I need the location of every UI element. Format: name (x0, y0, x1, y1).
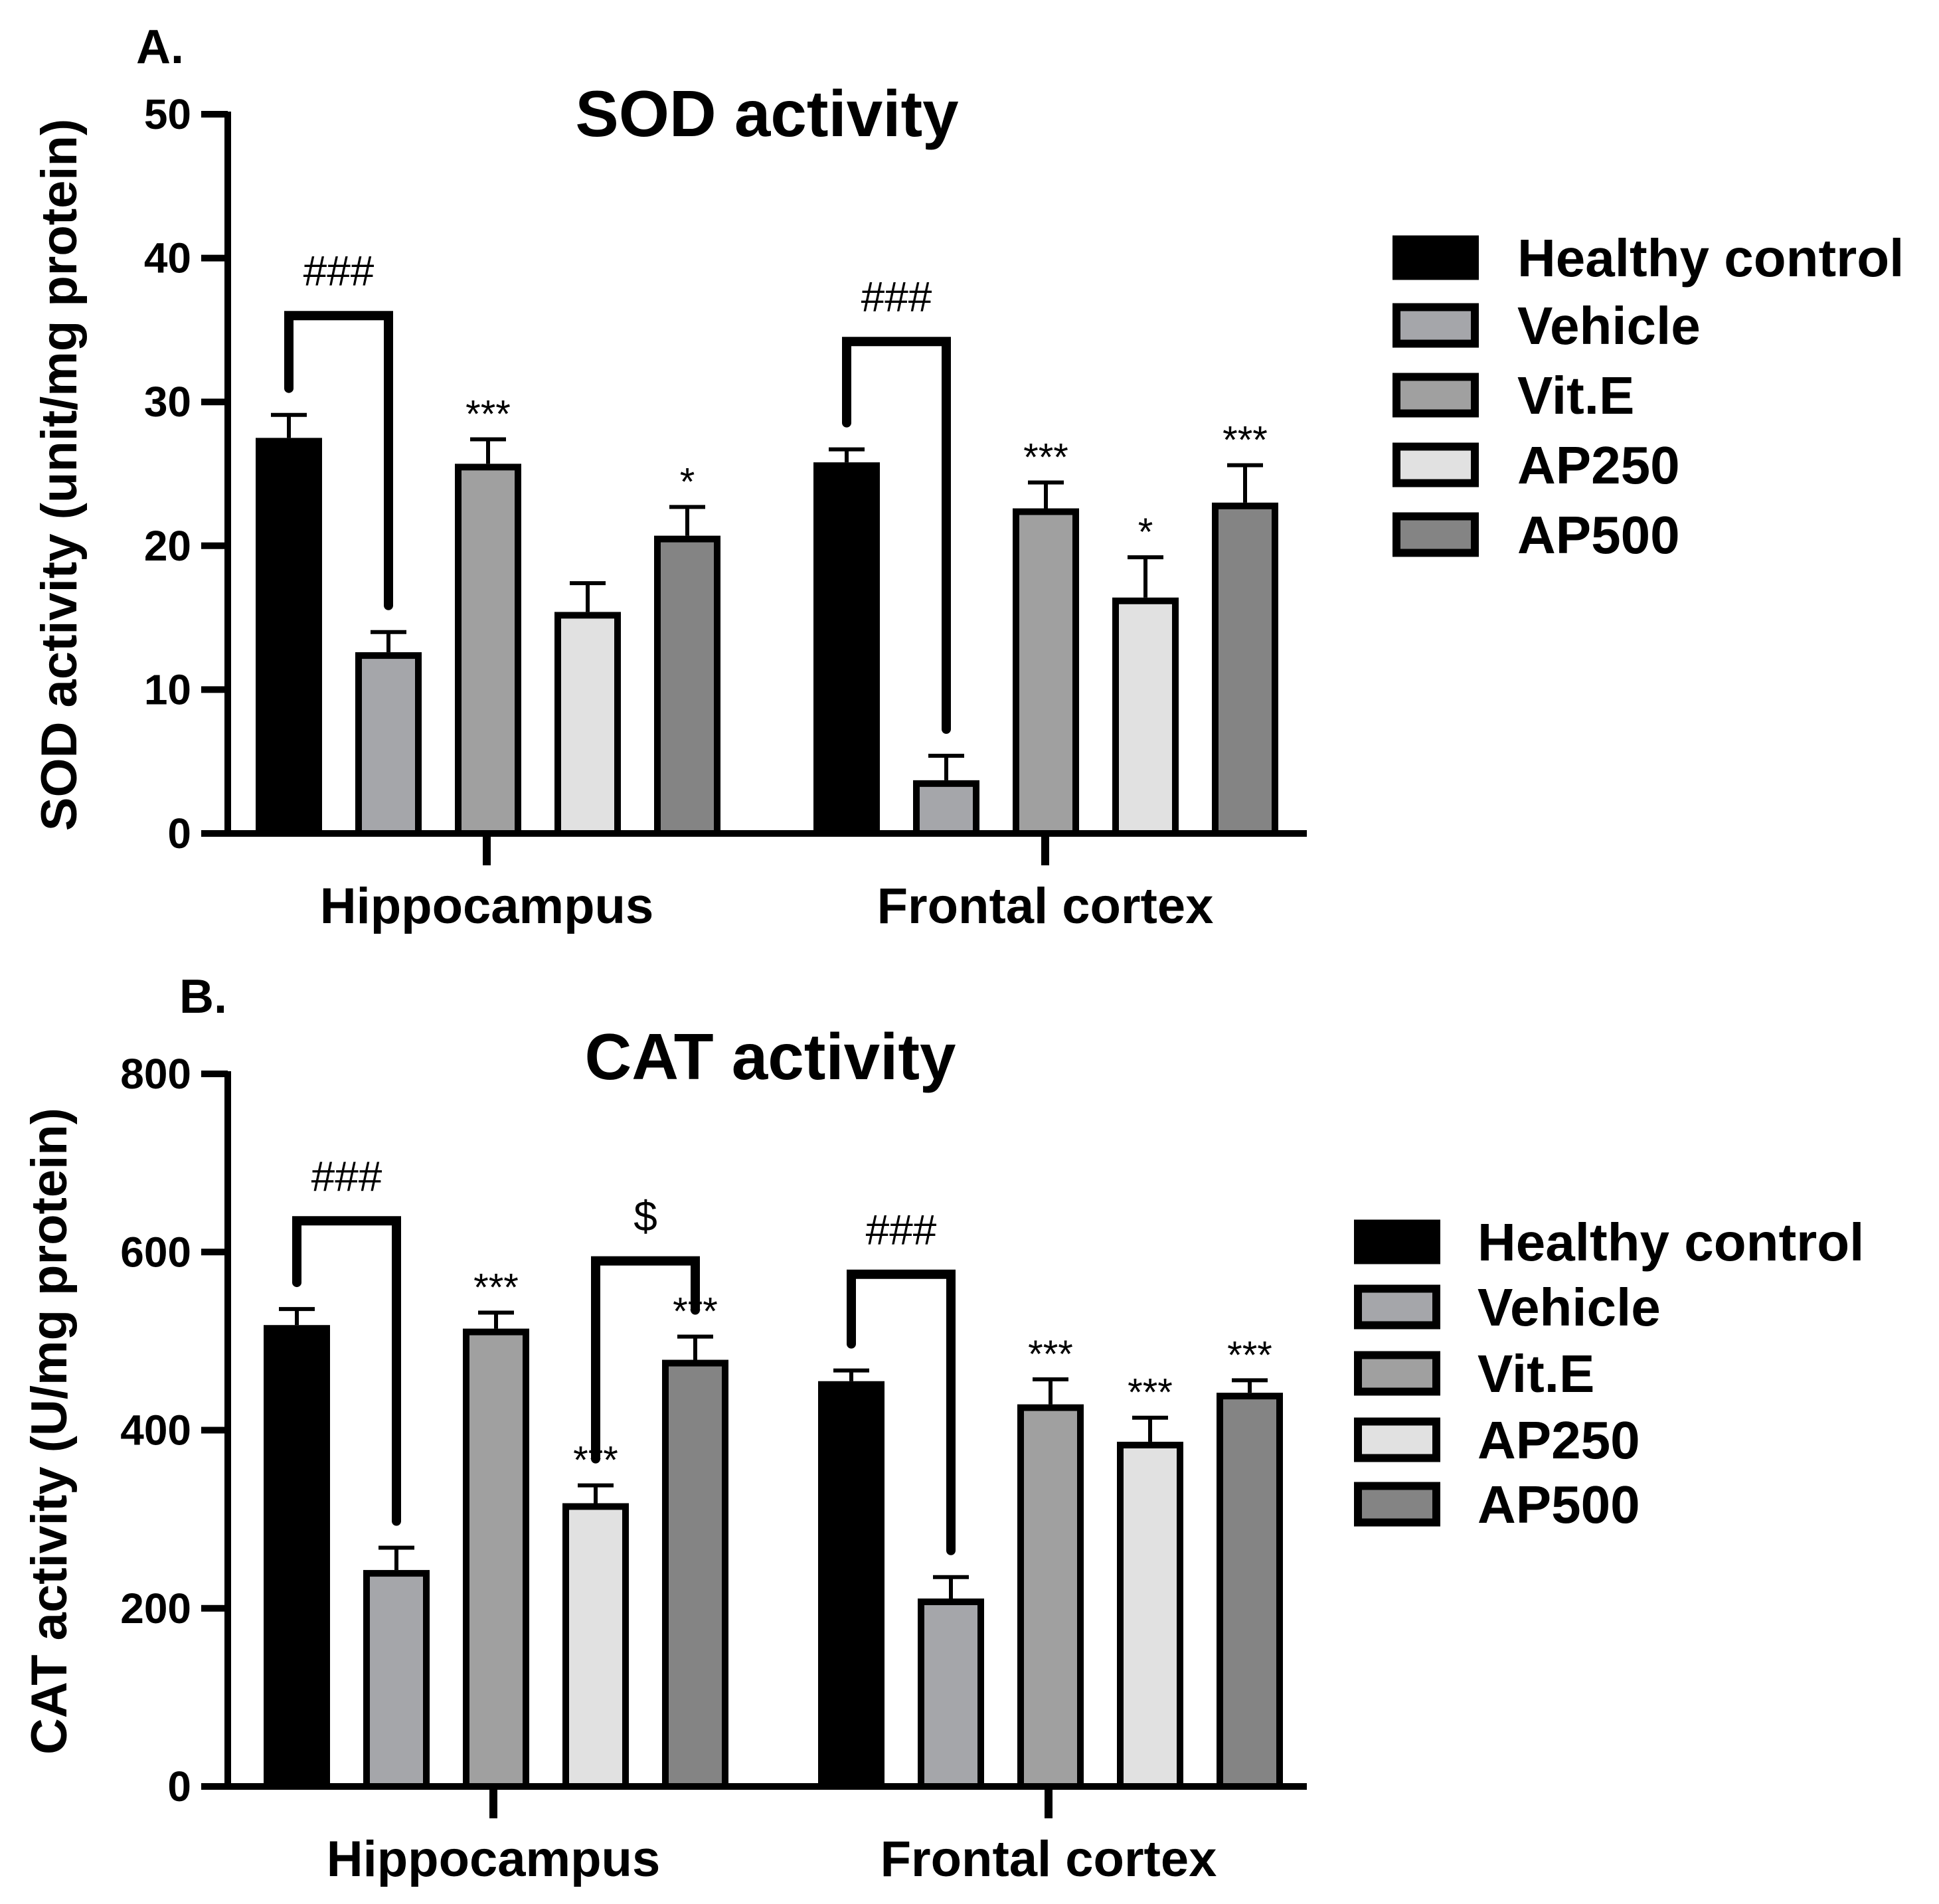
bar-4-0 (662, 1359, 728, 1790)
x-tick-label: Frontal cortex (877, 878, 1214, 934)
bracket-label: ### (311, 1152, 382, 1200)
legend-label: Vit.E (1477, 1344, 1594, 1403)
y-tick-label: 10 (144, 665, 191, 713)
y-tick-label: 200 (120, 1585, 191, 1632)
chart-title: CAT activity (584, 1020, 956, 1093)
x-tick-label: Frontal cortex (881, 1831, 1217, 1887)
y-tick-label: 600 (120, 1228, 191, 1276)
legend-swatch (1392, 373, 1479, 418)
legend-label: Healthy control (1517, 228, 1904, 288)
comparison-bracket-0 (284, 311, 393, 610)
bracket-label: ### (866, 1206, 937, 1254)
x-tick-label: Hippocampus (327, 1831, 661, 1887)
legend-label: Healthy control (1477, 1213, 1864, 1272)
legend-label: Vehicle (1477, 1278, 1661, 1337)
bar-2-1 (1017, 1404, 1084, 1790)
significance-mark: *** (1023, 436, 1068, 479)
y-tick-label: 20 (144, 522, 191, 570)
y-axis-label: SOD activity (unit/mg protein) (31, 119, 88, 831)
legend-swatch (1392, 442, 1479, 487)
bracket-label: $ (633, 1193, 657, 1241)
bar-3-1 (1117, 1441, 1183, 1790)
y-tick-label: 800 (120, 1050, 191, 1098)
bar-3-0 (554, 612, 621, 837)
legend-label: AP250 (1477, 1411, 1640, 1470)
panel-label: B. (179, 970, 227, 1023)
legend-swatch (1354, 1219, 1440, 1264)
bar-3-1 (1112, 597, 1179, 837)
y-tick-label: 40 (144, 234, 191, 282)
legend-label: AP500 (1477, 1475, 1640, 1534)
bar-1-1 (913, 780, 979, 837)
x-tick-label: Hippocampus (320, 878, 654, 934)
bar-2-1 (1013, 508, 1079, 837)
legend-label: AP500 (1517, 505, 1680, 564)
bracket-label: ### (303, 247, 375, 295)
legend-swatch (1354, 1284, 1440, 1330)
chart-panel-1: A. SOD activity SOD activity (unit/mg prot… (31, 21, 1904, 934)
legend-swatch (1354, 1482, 1440, 1527)
comparison-bracket-0 (292, 1216, 401, 1526)
legend-swatch (1392, 235, 1479, 280)
y-tick-label: 30 (144, 378, 191, 426)
legend-label: AP250 (1517, 436, 1680, 495)
significance-mark: * (680, 460, 695, 503)
legend-label: Vehicle (1517, 296, 1701, 355)
y-tick-label: 400 (120, 1407, 191, 1454)
bar-1-0 (355, 652, 422, 837)
y-axis-label: CAT activity (U/mg protein) (21, 1108, 78, 1755)
significance-mark: *** (1028, 1333, 1073, 1376)
bar-1-0 (363, 1570, 430, 1790)
y-tick-label: 50 (144, 90, 191, 138)
legend: Healthy control Vehicle Vit.E AP250 AP500 (1392, 228, 1904, 564)
comparison-bracket-2 (847, 1269, 956, 1555)
significance-mark: *** (465, 393, 511, 436)
chart-panel-2: B. CAT activity CAT activity (U/mg protein… (21, 970, 1864, 1887)
chart-title: SOD activity (575, 77, 958, 150)
significance-mark: *** (1128, 1371, 1173, 1415)
legend-label: Vit.E (1517, 366, 1634, 425)
y-tick-label: 0 (167, 1763, 191, 1810)
bar-0-1 (818, 1381, 885, 1790)
significance-mark: *** (473, 1266, 519, 1309)
bar-0-0 (256, 438, 322, 837)
bar-4-1 (1212, 502, 1278, 837)
comparison-bracket-1 (591, 1256, 700, 1464)
legend-swatch (1392, 303, 1479, 348)
bar-1-1 (918, 1598, 984, 1790)
significance-mark: * (1138, 511, 1153, 554)
significance-mark: *** (1222, 419, 1268, 462)
legend-swatch (1354, 1417, 1440, 1462)
bar-2-0 (463, 1328, 529, 1790)
bracket-label: ### (861, 273, 932, 321)
legend-swatch (1392, 512, 1479, 557)
bar-4-0 (654, 535, 720, 837)
bar-0-0 (264, 1325, 330, 1790)
significance-mark: *** (1227, 1334, 1272, 1377)
legend-swatch (1354, 1351, 1440, 1396)
bar-3-0 (562, 1503, 629, 1790)
bar-2-0 (455, 464, 521, 837)
bar-4-1 (1217, 1393, 1283, 1790)
comparison-bracket-1 (842, 337, 951, 735)
bar-0-1 (813, 462, 880, 837)
panel-label: A. (136, 21, 184, 74)
y-tick-label: 0 (167, 810, 191, 857)
